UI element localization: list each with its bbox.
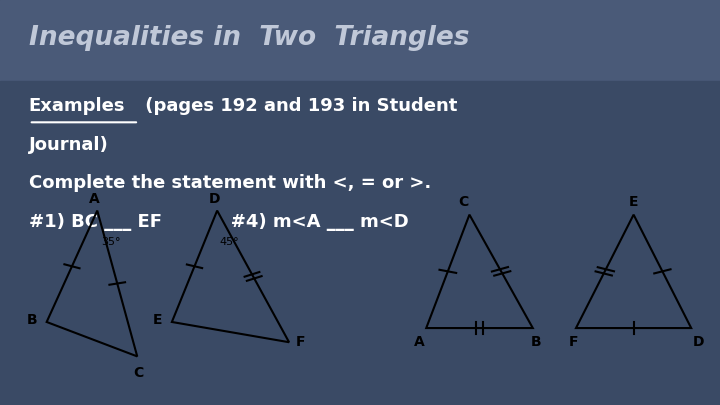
Text: D: D (209, 192, 220, 206)
Text: Examples: Examples (29, 97, 125, 115)
Text: A: A (89, 192, 100, 206)
Text: #1) BC ___ EF           #4) m<A ___ m<D: #1) BC ___ EF #4) m<A ___ m<D (29, 213, 408, 230)
Text: E: E (153, 313, 163, 327)
Text: C: C (459, 194, 469, 209)
Bar (0, 81, 720, 405)
Text: Journal): Journal) (29, 136, 109, 153)
Text: 35°: 35° (102, 237, 121, 247)
Text: E: E (629, 194, 639, 209)
Text: B: B (531, 335, 541, 349)
Bar (0, 0, 720, 81)
Text: D: D (693, 335, 704, 349)
Text: Inequalities in  Two  Triangles: Inequalities in Two Triangles (29, 26, 469, 51)
Text: (pages 192 and 193 in Student: (pages 192 and 193 in Student (139, 97, 457, 115)
Text: Complete the statement with <, = or >.: Complete the statement with <, = or >. (29, 174, 431, 192)
Text: 45°: 45° (220, 237, 240, 247)
Text: A: A (414, 335, 424, 349)
Text: F: F (296, 335, 305, 349)
Text: B: B (27, 313, 37, 327)
Text: C: C (133, 365, 144, 379)
Text: F: F (568, 335, 578, 349)
